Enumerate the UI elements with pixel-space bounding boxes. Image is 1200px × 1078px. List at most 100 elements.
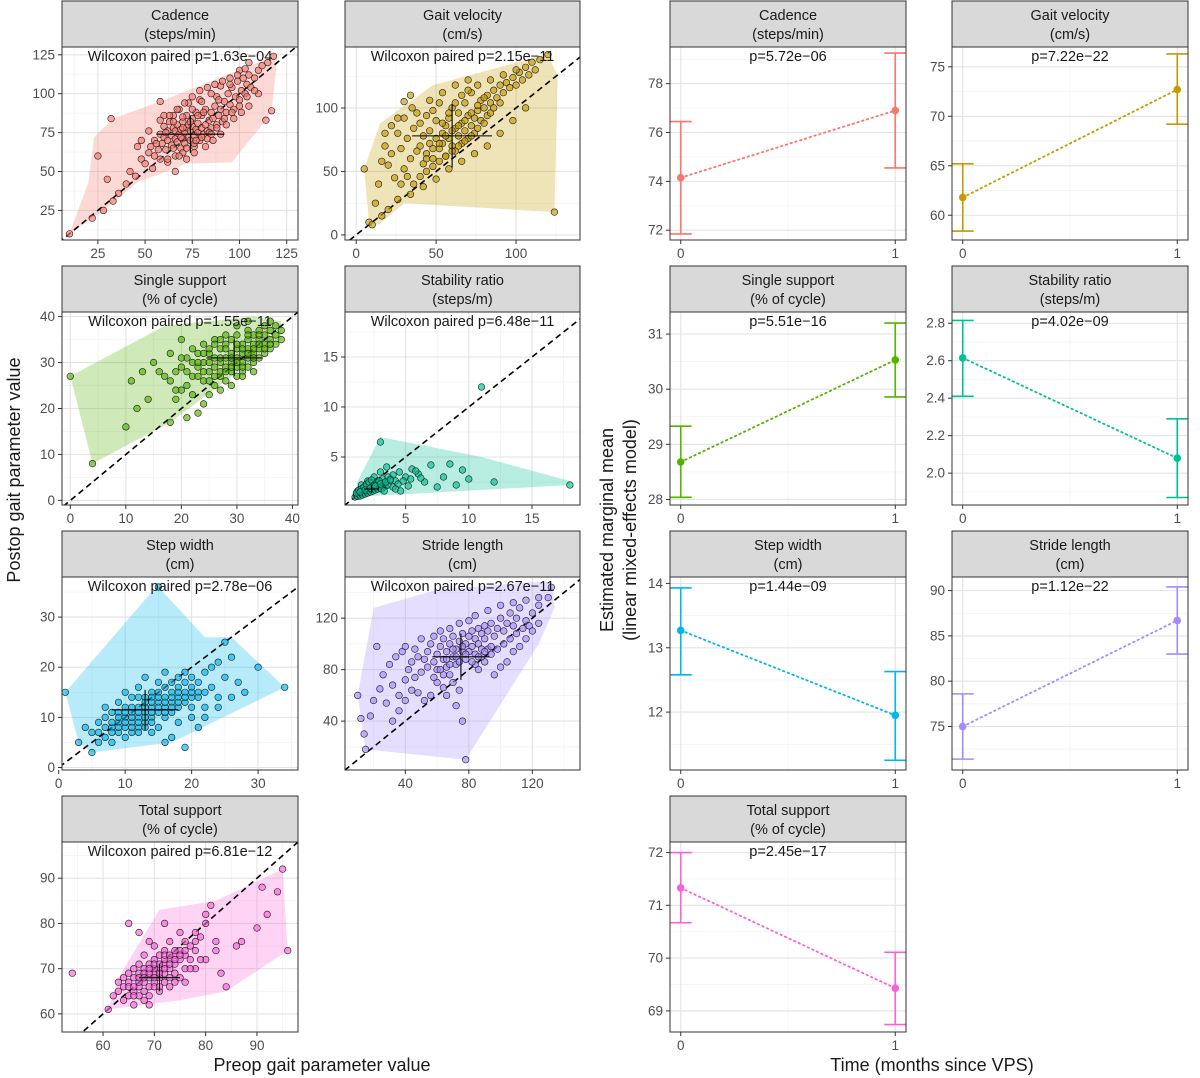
data-point	[191, 928, 199, 937]
facet-strip-title: Step width	[146, 538, 214, 554]
data-point	[566, 481, 574, 489]
data-point	[181, 937, 189, 946]
data-point	[114, 698, 123, 706]
data-point	[458, 629, 467, 638]
data-point	[194, 678, 202, 686]
data-point	[171, 978, 179, 986]
data-point	[94, 152, 102, 160]
panel-border	[951, 46, 1189, 241]
plot-area	[345, 317, 580, 505]
identity-line	[81, 842, 298, 1032]
data-point	[227, 653, 236, 661]
data-point	[433, 650, 441, 658]
mean-trend-line	[961, 88, 1179, 199]
data-point	[172, 368, 180, 376]
data-point	[145, 965, 153, 973]
data-point	[284, 946, 292, 955]
data-point	[222, 331, 230, 339]
facet-strip-title: Total support	[746, 803, 829, 819]
data-point	[188, 703, 196, 711]
right-y-axis-title-line1: Estimated marginal mean	[597, 428, 617, 632]
y-tick-label: 85	[930, 628, 945, 643]
facet-strip	[669, 265, 907, 313]
data-point	[150, 942, 158, 950]
data-point	[416, 142, 424, 150]
data-point	[424, 663, 432, 671]
x-tick-label: 1	[1174, 511, 1182, 526]
facet-strip-unit: (% of cycle)	[750, 822, 826, 838]
data-point	[474, 665, 483, 674]
facet-strip-title: Gait velocity	[423, 8, 503, 24]
data-point	[68, 969, 76, 977]
data-point	[439, 473, 448, 481]
data-point	[468, 627, 476, 635]
data-point	[134, 693, 143, 701]
data-point	[376, 438, 385, 446]
data-point	[211, 340, 219, 348]
data-point	[452, 702, 460, 710]
data-point	[101, 713, 109, 722]
mean-point	[891, 984, 900, 992]
x-tick-label: 15	[524, 511, 539, 526]
data-point	[481, 635, 489, 643]
data-point	[238, 345, 247, 353]
data-point	[188, 93, 196, 101]
plot-area	[952, 586, 1188, 760]
data-point	[266, 317, 274, 325]
data-point	[88, 214, 96, 222]
data-point	[258, 883, 266, 891]
mean-point	[1173, 454, 1182, 462]
data-point	[174, 698, 182, 706]
panel-4: Stability ratio (steps/m) Wilcoxon paired …	[323, 265, 581, 526]
data-point	[435, 157, 443, 165]
facet-strip-unit: (% of cycle)	[142, 292, 218, 308]
p-value-label: Wilcoxon paired p=2.67e−11	[371, 579, 555, 595]
data-point	[255, 331, 263, 339]
data-point	[436, 627, 444, 635]
data-point	[194, 111, 202, 120]
data-point	[357, 714, 365, 723]
data-point	[465, 632, 473, 640]
data-point	[414, 689, 422, 697]
data-point	[66, 372, 74, 380]
data-point	[222, 377, 230, 385]
data-point	[65, 230, 74, 238]
data-point	[467, 109, 475, 117]
data-point	[417, 668, 425, 676]
y-tick-label: 15	[323, 350, 338, 365]
data-point	[395, 691, 403, 700]
panel-border	[669, 311, 907, 506]
plot-area	[670, 322, 906, 499]
data-point	[454, 122, 463, 130]
data-point	[127, 377, 135, 385]
data-point	[400, 165, 408, 173]
data-point	[426, 96, 434, 104]
y-tick-label: 2.8	[926, 316, 945, 331]
panel-13: Stride length (cm) p=1.12e−22 0 1 75 80 85 90	[930, 530, 1189, 791]
data-point	[461, 116, 469, 125]
data-point	[198, 97, 206, 106]
data-point	[154, 678, 162, 686]
y-tick-label: 70	[930, 109, 945, 124]
x-tick-label: 0	[677, 1038, 685, 1053]
data-point	[436, 642, 444, 651]
data-point	[446, 624, 454, 633]
data-point	[406, 91, 415, 99]
data-point	[430, 658, 438, 666]
data-point	[389, 681, 397, 689]
data-point	[506, 635, 514, 643]
data-point	[395, 468, 403, 476]
data-point	[391, 174, 399, 182]
facet-strip-title: Cadence	[151, 8, 209, 24]
data-point	[156, 155, 164, 163]
data-point	[381, 142, 389, 150]
facet-strip-unit: (cm)	[1056, 557, 1085, 573]
data-point	[272, 322, 280, 330]
facet-strip	[344, 0, 581, 48]
data-point	[217, 969, 225, 977]
data-point	[506, 83, 514, 92]
data-point	[215, 96, 223, 104]
mean-point	[676, 626, 685, 635]
data-point	[232, 942, 240, 950]
data-point	[234, 71, 242, 79]
